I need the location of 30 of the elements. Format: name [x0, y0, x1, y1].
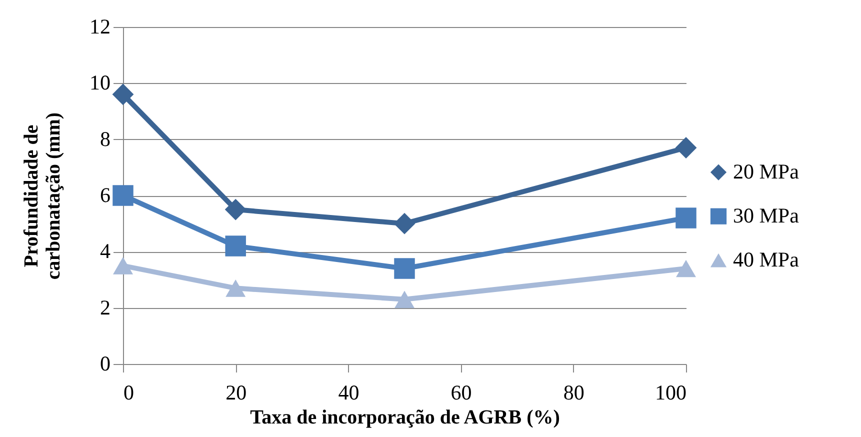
x-tick-label: 20: [226, 380, 247, 404]
point: [113, 257, 133, 274]
legend-label: 30 MPa: [733, 203, 800, 228]
y-tick-label: 8: [100, 126, 110, 151]
x-tick-label: 100: [655, 380, 686, 404]
point: [676, 208, 696, 228]
legend-label: 20 MPa: [733, 159, 800, 184]
y-tick-label: 2: [100, 295, 110, 320]
point: [112, 185, 134, 206]
y-tick-label: 0: [100, 352, 110, 376]
x-tick-label: 80: [563, 380, 584, 404]
point: [675, 137, 697, 158]
point: [225, 236, 246, 256]
x-tick-label: 0: [124, 380, 134, 404]
point: [112, 84, 134, 106]
y-axis-title: Profundidade de carbonatação (mm): [20, 112, 64, 280]
y-tick-label: 12: [90, 14, 110, 38]
legend-label: 40 MPa: [733, 247, 800, 272]
y-tick-label: 4: [100, 239, 111, 264]
x-tick-label: 60: [450, 380, 472, 404]
x-tick-label: 40: [338, 380, 360, 404]
y-tick-label: 6: [100, 183, 110, 207]
x-axis-title: Taxa de incorporação de AGRB (%): [250, 406, 560, 428]
point: [226, 280, 246, 297]
point: [676, 260, 696, 278]
point: [394, 212, 416, 234]
point: [224, 198, 246, 220]
point: [394, 258, 415, 279]
point: [394, 290, 414, 308]
y-tick-label: 10: [90, 70, 110, 95]
